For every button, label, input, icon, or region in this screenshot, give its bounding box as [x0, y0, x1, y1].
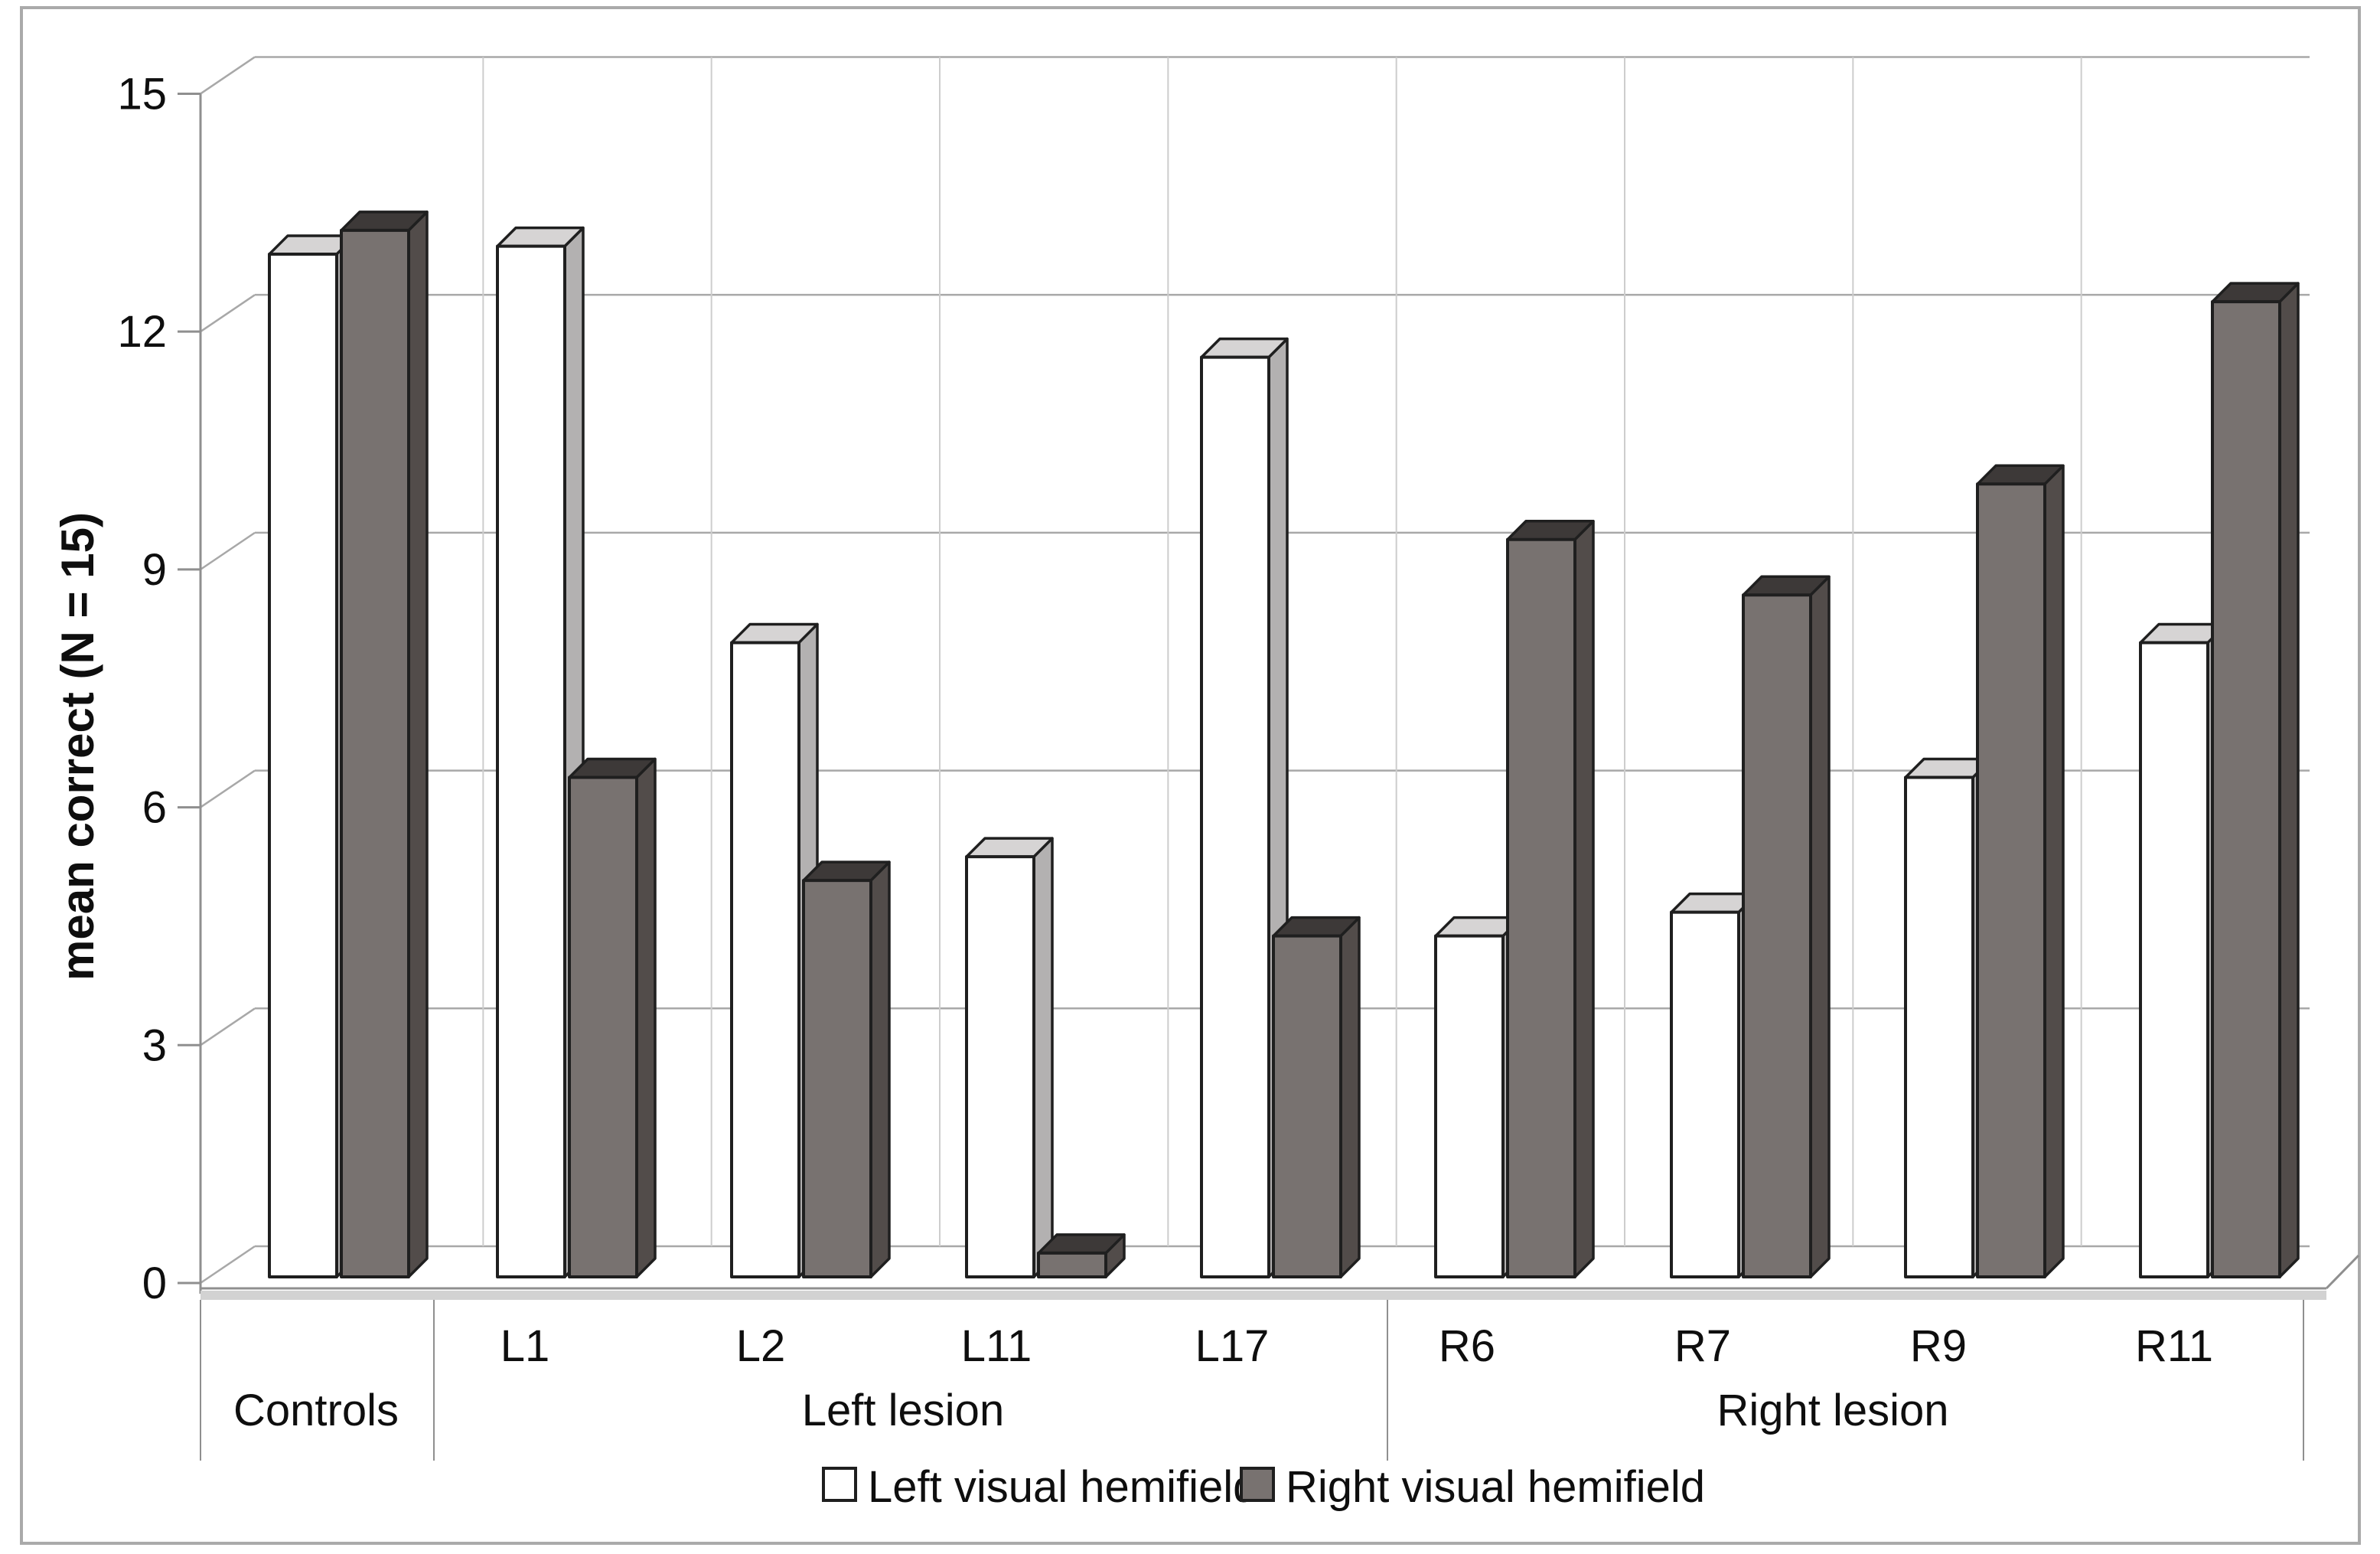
right-hemifield-bar-R9 [1976, 482, 2046, 1278]
gridline-connector-9 [200, 531, 256, 570]
legend-label-left-hemifield: Left visual hemifield [868, 1462, 1257, 1512]
y-tick-label-9: 9 [142, 545, 167, 595]
left-hemifield-bar-L11-side [1032, 837, 1054, 1278]
legend-swatch-left-hemifield [822, 1467, 857, 1502]
left-hemifield-bar-R9 [1904, 775, 1974, 1278]
right-hemifield-bar-L2-side [869, 860, 891, 1278]
category-label-R9: R9 [1910, 1321, 1967, 1371]
right-hemifield-bar-R7-side [1809, 575, 1831, 1278]
left-hemifield-bar-R11 [2139, 641, 2209, 1278]
left-hemifield-bar-L17 [1200, 355, 1270, 1278]
left-hemifield-bar-L11 [965, 855, 1035, 1278]
y-tick-label-3: 3 [142, 1020, 167, 1070]
category-label-L11: L11 [961, 1321, 1032, 1371]
category-label-R6: R6 [1439, 1321, 1495, 1371]
right-hemifield-bar-L17 [1272, 934, 1342, 1278]
left-hemifield-bar-L2 [730, 641, 800, 1278]
group-label: Controls [233, 1386, 399, 1435]
gridline-connector-3 [200, 1007, 256, 1046]
left-hemifield-bar-R6 [1434, 934, 1505, 1278]
gridline-connector-0 [200, 1245, 256, 1285]
left-hemifield-bar-Controls [268, 252, 338, 1278]
gridline-connector-12 [200, 294, 256, 333]
right-hemifield-bar-R7 [1742, 593, 1812, 1278]
right-hemifield-bar-R11-side [2278, 282, 2300, 1278]
category-label-L17: L17 [1195, 1321, 1270, 1371]
gridline-connector-15 [200, 56, 256, 95]
legend-label-right-hemifield: Right visual hemifield [1286, 1462, 1705, 1512]
right-hemifield-bar-Controls [340, 228, 410, 1278]
category-label-L2: L2 [736, 1321, 786, 1371]
right-hemifield-bar-L11 [1037, 1251, 1107, 1278]
gridline-connector-6 [200, 769, 256, 808]
right-hemifield-bar-R6-side [1573, 520, 1595, 1278]
floor-slab [201, 1291, 2326, 1300]
right-hemifield-bar-R11 [2211, 300, 2281, 1278]
y-tick-label-0: 0 [142, 1259, 167, 1308]
left-hemifield-bar-R7 [1670, 910, 1740, 1278]
right-hemifield-bar-L1-side [635, 757, 657, 1278]
y-tick-label-15: 15 [117, 69, 167, 119]
category-label-R11: R11 [2135, 1321, 2213, 1371]
group-label: Left lesion [802, 1386, 1004, 1435]
right-hemifield-bar-L1 [568, 775, 638, 1278]
group-label: Right lesion [1717, 1386, 1948, 1435]
right-hemifield-bar-L17-side [1339, 916, 1361, 1278]
right-hemifield-bar-L2 [802, 879, 872, 1278]
y-axis-title: mean correct (N = 15) [52, 512, 103, 981]
category-label-L1: L1 [500, 1321, 550, 1371]
right-hemifield-bar-Controls-side [407, 211, 429, 1278]
category-label-R7: R7 [1674, 1321, 1731, 1371]
floor-right-edge [2325, 1254, 2360, 1290]
left-hemifield-bar-L1 [496, 244, 566, 1278]
figure-border [20, 6, 2361, 1545]
legend-swatch-right-hemifield [1240, 1467, 1275, 1502]
right-hemifield-bar-R6 [1506, 537, 1576, 1278]
y-tick-label-12: 12 [117, 307, 167, 357]
y-tick-label-6: 6 [142, 783, 167, 833]
right-hemifield-bar-R9-side [2043, 464, 2065, 1278]
